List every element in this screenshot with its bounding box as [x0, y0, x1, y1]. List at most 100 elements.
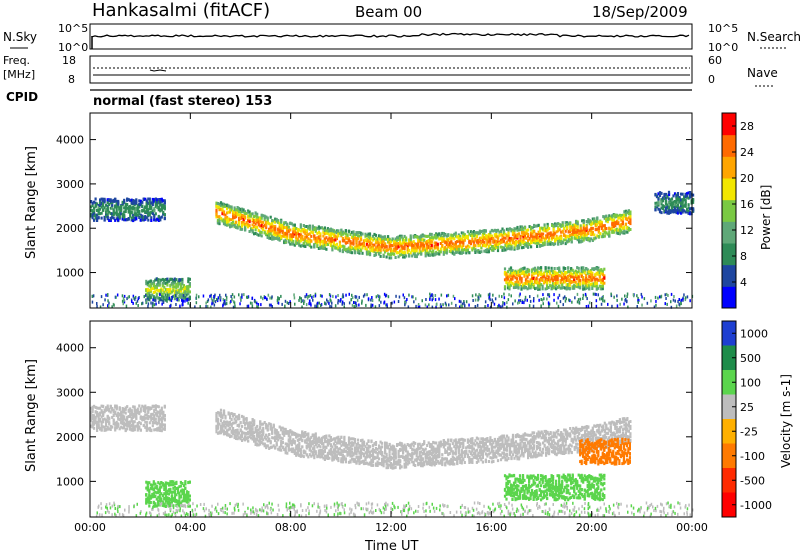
heatmap-cell: [359, 242, 363, 246]
heatmap-cell: [156, 217, 159, 221]
heatmap-cell: [329, 227, 332, 231]
heatmap-cell: [328, 293, 331, 296]
heatmap-cell: [450, 248, 453, 252]
heatmap-cell: [182, 284, 185, 288]
heatmap-cell: [588, 287, 591, 291]
heatmap-cell: [526, 298, 528, 302]
heatmap-cell: [123, 210, 126, 214]
heatmap-cell: [563, 227, 566, 231]
heatmap-cell: [415, 297, 417, 301]
heatmap-cell: [153, 295, 155, 299]
heatmap-cell: [430, 240, 433, 244]
heatmap-cell: [158, 279, 161, 283]
heatmap-cell: [387, 238, 390, 242]
heatmap-cell: [278, 297, 280, 301]
heatmap-cell: [312, 294, 315, 298]
heatmap-cell: [148, 197, 151, 201]
heatmap-cell: [371, 245, 375, 248]
heatmap-cell: [155, 292, 158, 296]
heatmap-cell: [103, 200, 106, 204]
heatmap-cell: [253, 232, 256, 236]
heatmap-cell: [379, 236, 382, 240]
heatmap-cell: [313, 237, 316, 241]
heatmap-cell: [162, 210, 165, 214]
heatmap-cell: [579, 286, 582, 290]
heatmap-cell: [178, 282, 181, 286]
heatmap-cell: [603, 281, 606, 285]
heatmap-cell: [316, 239, 319, 243]
heatmap-cell: [391, 237, 394, 241]
heatmap-cell: [399, 243, 402, 246]
heatmap-cell: [466, 234, 469, 238]
heatmap-cell: [355, 238, 358, 242]
heatmap-cell: [370, 241, 373, 245]
heatmap-cell: [117, 216, 120, 220]
heatmap-cell: [151, 209, 154, 213]
heatmap-cell: [147, 302, 150, 306]
heatmap-cell: [242, 218, 245, 222]
heatmap-cell: [268, 228, 271, 232]
heatmap-cell: [332, 229, 335, 233]
heatmap-cell: [374, 238, 378, 242]
heatmap-cell: [349, 250, 352, 254]
heatmap-cell: [233, 206, 236, 210]
heatmap-cell: [260, 303, 262, 307]
heatmap-cell: [163, 290, 166, 294]
heatmap-cell: [124, 202, 127, 206]
heatmap-cell: [492, 236, 495, 240]
heatmap-cell: [226, 207, 229, 211]
heatmap-cell: [113, 303, 115, 307]
heatmap-cell: [337, 294, 339, 297]
heatmap-cell: [582, 293, 585, 297]
heatmap-cell: [344, 229, 347, 233]
heatmap-cell: [510, 246, 513, 250]
heatmap-cell: [96, 429, 99, 432]
heatmap-cell: [394, 239, 397, 243]
heatmap-cell: [156, 206, 159, 210]
heatmap-cell: [478, 229, 481, 233]
heatmap-cell: [371, 303, 374, 307]
heatmap-cell: [471, 231, 474, 234]
heatmap-cell: [540, 304, 542, 308]
heatmap-cell: [249, 301, 252, 305]
heatmap-cell: [268, 222, 271, 226]
heatmap-cell: [533, 297, 535, 300]
heatmap-cell: [111, 199, 114, 203]
heatmap-cell: [655, 303, 657, 307]
heatmap-cell: [106, 201, 109, 205]
heatmap-cell: [686, 295, 689, 299]
heatmap-cell: [582, 297, 584, 300]
heatmap-cell: [567, 266, 570, 270]
heatmap-cell: [262, 228, 265, 231]
heatmap-cell: [188, 277, 191, 281]
heatmap-cell: [345, 293, 347, 297]
heatmap-cell: [588, 301, 591, 305]
heatmap-cell: [445, 237, 448, 241]
freq-blip: [149, 69, 167, 72]
heatmap-cell: [570, 236, 573, 239]
heatmap-cell: [109, 217, 112, 221]
heatmap-cell: [539, 229, 542, 233]
heatmap-cell: [335, 246, 338, 250]
heatmap-cell: [346, 247, 349, 251]
heatmap-cell: [447, 238, 450, 242]
heatmap-cell: [406, 251, 409, 255]
heatmap-cell: [358, 249, 361, 253]
heatmap-cell: [229, 223, 232, 227]
heatmap-cell: [593, 233, 596, 237]
heatmap-cell: [526, 275, 529, 279]
heatmap-cell: [447, 243, 450, 247]
heatmap-cell: [269, 223, 272, 227]
heatmap-cell: [132, 216, 135, 220]
heatmap-cell: [378, 246, 381, 250]
heatmap-cell: [303, 302, 305, 305]
heatmap-cell: [672, 298, 675, 302]
heatmap-cell: [343, 231, 346, 235]
heatmap-cell: [253, 225, 256, 228]
heatmap-cell: [136, 204, 139, 208]
heatmap-cell: [153, 213, 156, 217]
heatmap-cell: [477, 231, 480, 235]
heatmap-cell: [179, 289, 182, 293]
heatmap-cell: [147, 218, 150, 222]
heatmap-cell: [670, 292, 673, 296]
